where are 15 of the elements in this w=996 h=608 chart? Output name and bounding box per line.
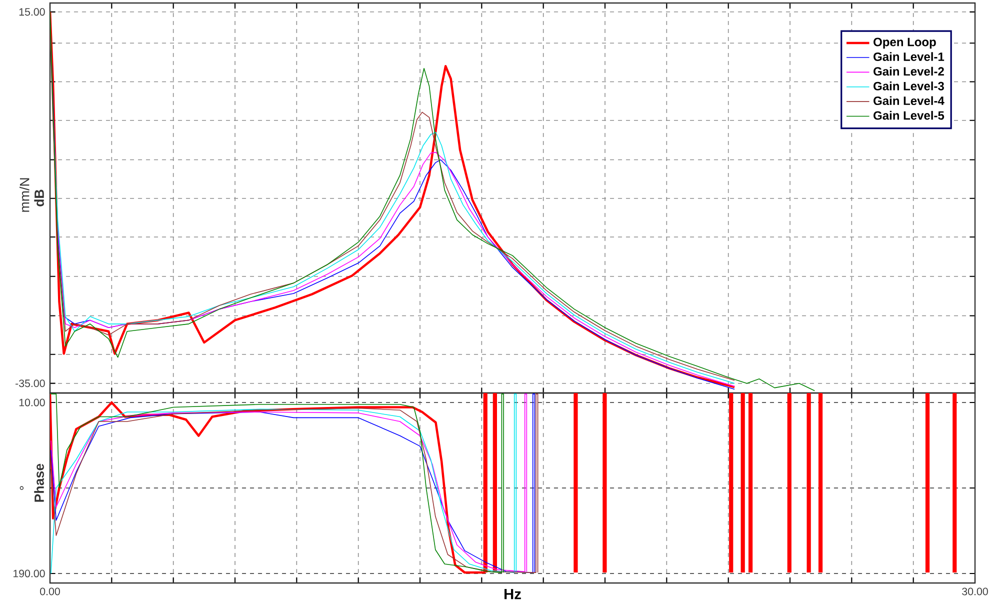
legend-label: Gain Level-2 bbox=[874, 66, 944, 76]
y-tick-label: 190.00 bbox=[13, 570, 45, 578]
x-axis-title: Hz bbox=[504, 589, 521, 600]
legend-label: Open Loop bbox=[874, 38, 936, 49]
y-axis-title: mm/N dB bbox=[20, 178, 44, 212]
legend-label: Gain Level-1 bbox=[874, 52, 944, 61]
y-tick-label: 10.00 bbox=[19, 398, 45, 406]
y-axis-title: ° Phase bbox=[20, 464, 44, 502]
y-tick-label: 15.00 bbox=[19, 8, 45, 16]
x-tick-label: 0.00 bbox=[40, 588, 60, 596]
legend-label: Gain Level-5 bbox=[874, 110, 944, 120]
x-tick-label: 30.00 bbox=[962, 588, 988, 596]
legend-label: Gain Level-4 bbox=[874, 96, 944, 106]
y-tick-label: -35.00 bbox=[16, 380, 45, 388]
legend-label: Gain Level-3 bbox=[874, 82, 944, 90]
